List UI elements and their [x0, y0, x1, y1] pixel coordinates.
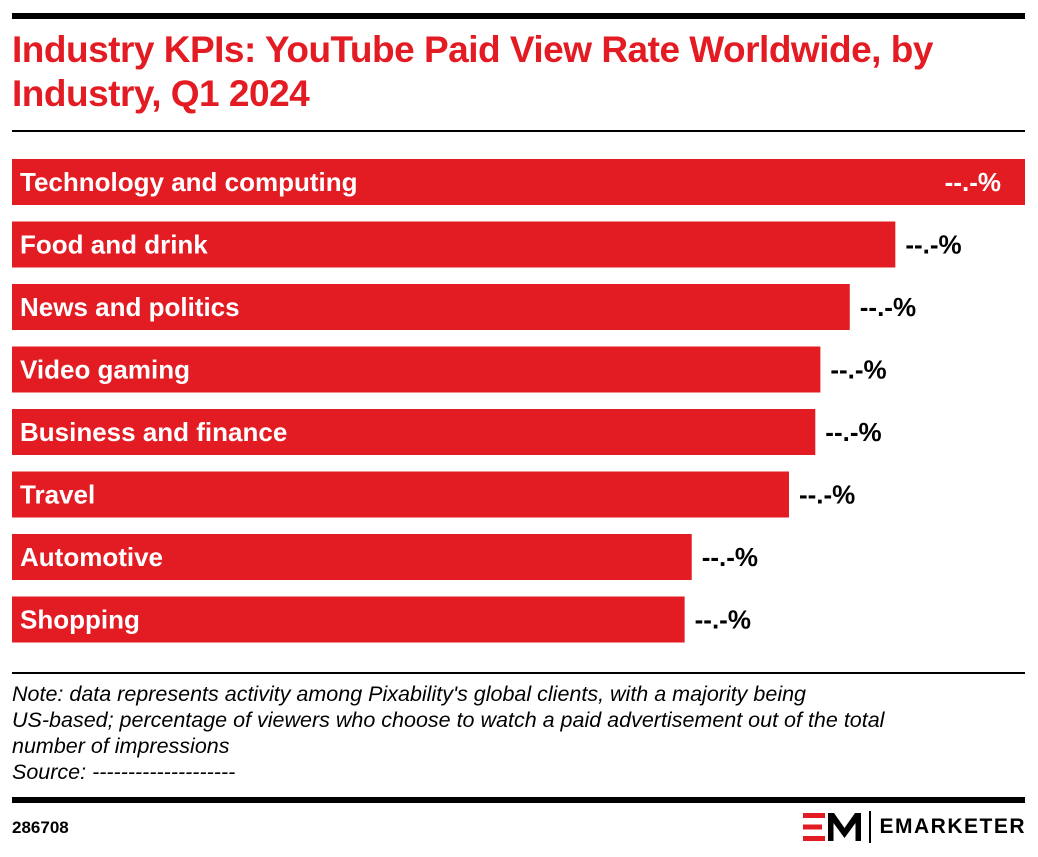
note-line: number of impressions [12, 734, 230, 758]
category-label: Food and drink [20, 230, 208, 260]
bar-group: News and politics --.-% [12, 284, 916, 330]
note-line: US-based; percentage of viewers who choo… [12, 708, 885, 732]
value-label: --.-% [905, 230, 961, 260]
value-label: --.-% [945, 167, 1001, 197]
title-divider [12, 130, 1025, 132]
category-label: Travel [20, 480, 95, 510]
bar [12, 284, 850, 330]
value-label: --.-% [830, 355, 886, 385]
bar [12, 596, 685, 643]
chart-title: Industry KPIs: YouTube Paid View Rate Wo… [12, 29, 933, 114]
value-label: --.-% [825, 417, 881, 447]
brand-name: EMARKETER [879, 815, 1026, 838]
chart-note: Note: data represents activity among Pix… [12, 681, 1027, 785]
em-logo-icon [803, 813, 862, 841]
source-line: Source: -------------------- [12, 760, 236, 784]
bar [12, 221, 896, 268]
bar-group: Automotive --.-% [12, 534, 758, 580]
bar [12, 409, 816, 455]
brand-logo: EMARKETER [803, 811, 1026, 843]
bar [12, 471, 789, 518]
category-label: Technology and computing [20, 167, 358, 197]
value-label: --.-% [860, 292, 916, 322]
brand-separator [869, 811, 872, 843]
category-label: Video gaming [20, 355, 190, 385]
bar [12, 534, 692, 580]
value-label: --.-% [695, 605, 751, 635]
bar-group: Video gaming --.-% [12, 346, 887, 393]
top-rule [12, 13, 1025, 19]
footer-rule [12, 797, 1025, 803]
value-label: --.-% [799, 480, 855, 510]
category-label: Business and finance [20, 417, 287, 447]
bar-group: Food and drink --.-% [12, 221, 962, 268]
bar-group: Travel --.-% [12, 471, 855, 518]
chart-id: 286708 [12, 818, 69, 837]
bar-group: Technology and computing --.-% [12, 159, 1025, 205]
note-divider [12, 672, 1025, 674]
value-label: --.-% [702, 542, 758, 572]
bar-group: Shopping --.-% [12, 596, 751, 643]
category-label: News and politics [20, 292, 240, 322]
bar [12, 159, 1025, 205]
bar-group: Business and finance --.-% [12, 409, 882, 455]
note-line: Note: data represents activity among Pix… [12, 682, 807, 706]
category-label: Shopping [20, 605, 140, 635]
category-label: Automotive [20, 542, 163, 572]
bar [12, 346, 821, 393]
